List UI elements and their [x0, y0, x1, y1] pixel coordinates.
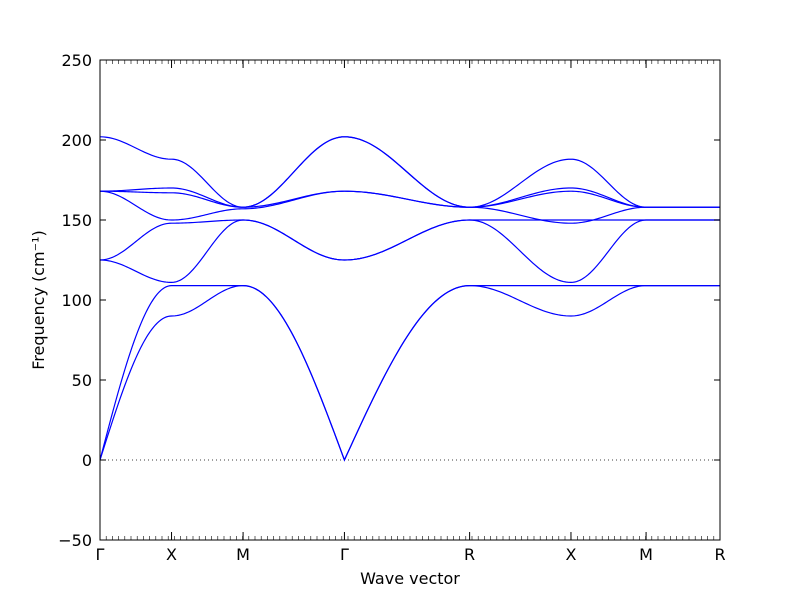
band-line-1 — [99, 284, 720, 462]
band-line-2 — [99, 285, 720, 462]
x-tick-label: X — [166, 545, 177, 564]
y-axis-ticks: −50 0 50 100 150 200 250 — [58, 51, 720, 550]
x-axis-label: Wave vector — [360, 569, 460, 588]
y-tick-label: 50 — [72, 371, 92, 390]
band-line-8 — [99, 136, 720, 208]
y-tick-label: 250 — [61, 51, 92, 70]
y-tick-label: 200 — [61, 131, 92, 150]
x-tick-label: M — [236, 545, 250, 564]
band-line-4 — [99, 219, 720, 261]
y-tick-label: −50 — [58, 531, 92, 550]
x-tick-label: Γ — [340, 545, 349, 564]
x-tick-label: R — [464, 545, 475, 564]
bands-group — [99, 136, 720, 462]
x-tick-label: R — [714, 545, 725, 564]
band-line-3 — [99, 219, 720, 284]
x-minor-ticks — [99, 60, 715, 540]
y-axis-label: Frequency (cm⁻¹) — [29, 230, 48, 369]
plot-frame — [99, 59, 721, 541]
y-tick-label: 100 — [61, 291, 92, 310]
x-tick-label: Γ — [96, 545, 105, 564]
band-line-7 — [100, 136, 720, 208]
x-tick-label: X — [565, 545, 576, 564]
y-tick-label: 0 — [82, 451, 92, 470]
x-tick-label: M — [639, 545, 653, 564]
y-tick-label: 150 — [61, 211, 92, 230]
